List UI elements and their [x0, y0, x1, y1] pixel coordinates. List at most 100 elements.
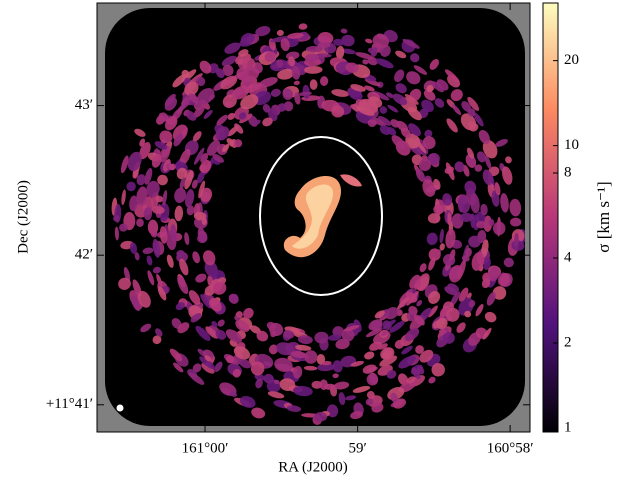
emission-blob — [203, 109, 213, 119]
emission-blob — [369, 341, 383, 351]
emission-blob — [413, 65, 428, 75]
emission-blob — [317, 42, 331, 48]
emission-blob — [466, 147, 475, 159]
emission-blob — [447, 212, 452, 226]
beam — [116, 404, 124, 412]
emission-blob — [482, 140, 498, 159]
emission-blob — [499, 272, 510, 287]
emission-blob — [276, 103, 287, 112]
emission-blob — [234, 316, 240, 322]
emission-blob — [136, 218, 144, 227]
emission-blob — [286, 405, 302, 412]
emission-blob — [184, 81, 199, 96]
emission-blob — [147, 270, 155, 286]
emission-blob — [212, 281, 227, 295]
emission-blob — [416, 300, 423, 307]
emission-blob — [482, 327, 492, 340]
emission-blob — [503, 257, 514, 268]
emission-blob — [166, 254, 174, 268]
emission-blob — [303, 365, 318, 371]
emission-blob — [416, 366, 425, 375]
emission-blob — [222, 143, 230, 153]
emission-blob — [427, 213, 441, 224]
emission-blob — [464, 310, 472, 318]
emission-blob — [433, 178, 441, 190]
emission-blob — [459, 212, 474, 222]
colorbar-tick-label: 2 — [564, 334, 572, 350]
emission-blob — [131, 295, 141, 312]
emission-blob — [484, 311, 497, 323]
emission-blob — [179, 148, 191, 166]
emission-blob — [232, 85, 250, 100]
emission-blob — [235, 319, 250, 332]
emission-blob — [142, 247, 154, 254]
emission-blob — [483, 215, 493, 232]
emission-blob — [162, 190, 168, 206]
emission-blob — [238, 49, 249, 57]
emission-blob — [415, 345, 424, 354]
emission-blob — [288, 56, 295, 67]
emission-blob — [468, 300, 476, 308]
emission-blob — [193, 106, 205, 118]
emission-blob — [345, 62, 359, 73]
emission-blob — [406, 71, 421, 85]
emission-blob — [194, 147, 205, 165]
emission-blob — [240, 33, 255, 45]
emission-blob — [464, 180, 477, 195]
emission-blob — [197, 233, 208, 244]
emission-blob — [350, 411, 363, 420]
emission-blob — [188, 372, 205, 385]
emission-blob — [365, 328, 383, 338]
emission-blob — [129, 195, 138, 212]
emission-blob — [298, 91, 312, 96]
emission-blob — [424, 129, 433, 138]
emission-blob — [276, 59, 284, 68]
emission-blob — [179, 258, 189, 276]
emission-blob — [304, 65, 323, 74]
emission-blob — [406, 291, 419, 306]
emission-blob — [451, 104, 462, 115]
emission-blob — [143, 207, 153, 221]
emission-blob — [200, 153, 209, 163]
emission-blob — [364, 351, 375, 360]
emission-blob — [449, 249, 456, 261]
emission-blob — [439, 229, 444, 244]
emission-blob — [385, 306, 399, 320]
emission-blob — [482, 169, 493, 186]
emission-blob — [378, 343, 388, 350]
emission-blob — [461, 101, 472, 112]
emission-blob — [365, 398, 374, 406]
emission-blob — [375, 58, 394, 69]
emission-blob — [184, 232, 190, 246]
emission-blob — [445, 228, 456, 249]
emission-blob — [304, 350, 318, 364]
emission-blob — [343, 325, 360, 332]
emission-blob — [273, 379, 280, 385]
emission-blob — [404, 94, 419, 105]
x-tick-label: 160°58′ — [487, 440, 534, 456]
emission-blob — [400, 127, 412, 138]
colorbar-tick-label: 4 — [564, 249, 572, 265]
emission-blob — [238, 358, 252, 369]
emission-blob — [250, 361, 265, 376]
emission-blob — [341, 329, 355, 342]
emission-blob — [386, 370, 397, 379]
emission-blob — [418, 158, 432, 172]
emission-blob — [279, 378, 296, 392]
emission-blob — [439, 307, 448, 319]
emission-blob — [396, 297, 410, 310]
emission-blob — [505, 156, 512, 164]
emission-blob — [205, 326, 219, 339]
emission-blob — [188, 290, 201, 305]
emission-blob — [199, 60, 212, 74]
emission-blob — [164, 93, 176, 107]
emission-blob — [224, 42, 241, 54]
emission-blob — [159, 226, 168, 244]
emission-blob — [233, 346, 251, 360]
emission-blob — [402, 38, 420, 49]
emission-blob — [201, 217, 207, 226]
emission-blob — [274, 357, 293, 372]
emission-blob — [188, 93, 199, 104]
emission-blob — [469, 123, 479, 132]
